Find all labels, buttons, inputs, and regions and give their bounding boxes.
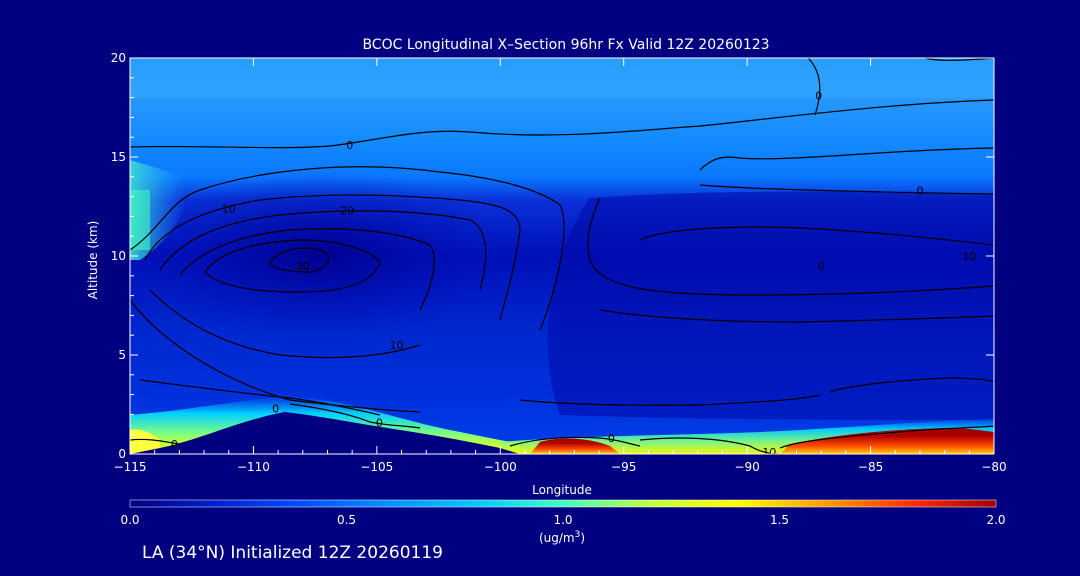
x-axis: −115 −110 −105 −100 −95 −90 −85 −80 (114, 58, 1007, 474)
colorbar-tick-label: 1.5 (770, 513, 789, 527)
footer-init-text: LA (34°N) Initialized 12Z 20260119 (142, 543, 443, 563)
contour-label: 0 (916, 185, 923, 198)
colorbar (129, 499, 997, 508)
contour-label: 10 (962, 250, 976, 263)
concentration-field (130, 58, 994, 454)
colorbar-units: (ug/m3) (539, 530, 585, 545)
x-tick-label: −85 (858, 460, 883, 474)
x-axis-label: Longitude (532, 483, 592, 497)
x-tick-label: −100 (484, 460, 517, 474)
y-axis-label: Altitude (km) (86, 221, 100, 300)
contour-label: 0 (818, 260, 825, 273)
contour-label: 30 (296, 260, 310, 273)
x-tick-label: −80 (981, 460, 1006, 474)
y-tick-label: 0 (118, 447, 126, 461)
y-tick-label: 10 (111, 249, 126, 263)
contour-label: 10 (390, 339, 404, 352)
contour-label: 0 (376, 416, 383, 429)
colorbar-tick-label: 0.0 (120, 513, 139, 527)
y-tick-label: 20 (111, 51, 126, 65)
x-tick-label: −95 (611, 460, 636, 474)
contour-label: 0 (171, 438, 178, 451)
y-axis: 0 5 10 15 20 (111, 51, 994, 461)
colorbar-tick-label: 0.5 (337, 513, 356, 527)
x-tick-label: −115 (114, 460, 147, 474)
contour-label: 10 (222, 202, 236, 215)
contour-label: 20 (340, 204, 354, 217)
chart-title: BCOC Longitudinal X–Section 96hr Fx Vali… (362, 37, 769, 53)
x-tick-label: −105 (360, 460, 393, 474)
x-tick-label: −110 (237, 460, 270, 474)
y-tick-label: 5 (118, 348, 126, 362)
contour-label: 10 (762, 446, 776, 459)
y-tick-label: 15 (111, 150, 126, 164)
contour-labels: 0 10 20 30 10 0 0 0 0 10 0 0 0 10 (171, 90, 976, 459)
colorbar-tick-label: 1.0 (553, 513, 572, 527)
colorbar-tick-label: 2.0 (986, 513, 1005, 527)
contour-label: 0 (346, 139, 353, 152)
x-tick-label: −90 (734, 460, 759, 474)
contour-label: 0 (815, 90, 822, 103)
contour-lines (130, 58, 994, 454)
contour-label: 0 (272, 402, 279, 415)
colorbar-ticks: 0.0 0.5 1.0 1.5 2.0 (120, 513, 1005, 527)
contour-label: 0 (608, 432, 615, 445)
